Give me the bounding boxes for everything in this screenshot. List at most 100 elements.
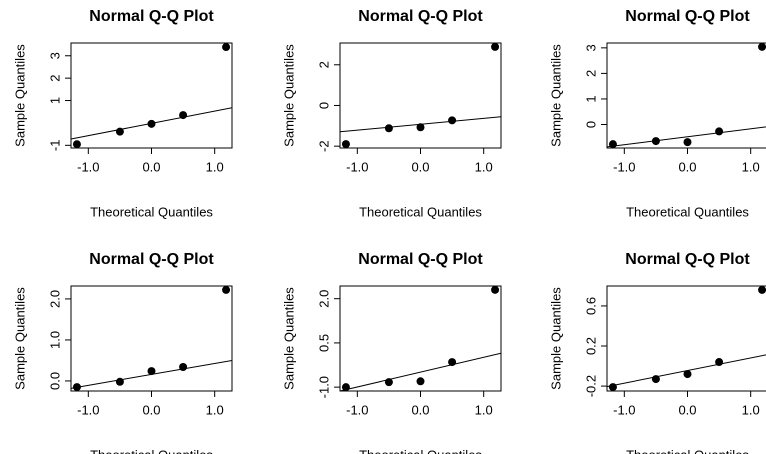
point [341, 383, 350, 392]
qq-panel: Normal Q-Q Plot Theoretical Quantiles Samp… [281, 251, 502, 454]
y-tick-label: -2 [316, 140, 331, 152]
x-axis-label: Theoretical Quantiles [626, 204, 749, 219]
y-tick-label: 2 [316, 61, 331, 68]
qq-panel: Normal Q-Q Plot Theoretical Quantiles Samp… [12, 8, 233, 219]
x-tick-label: 0.0 [142, 159, 160, 174]
point [683, 138, 692, 147]
y-axis-label: Sample Quantiles [548, 44, 563, 147]
qq-panel: Normal Q-Q Plot Theoretical Quantiles Samp… [548, 251, 766, 454]
y-tick-label: 0.2 [583, 337, 598, 355]
chart-title: Normal Q-Q Plot [358, 251, 483, 268]
x-tick-label: 0.0 [411, 402, 429, 417]
qq-panel: Normal Q-Q Plot Theoretical Quantiles Samp… [281, 8, 502, 219]
x-tick-label: 1.0 [206, 402, 224, 417]
x-axis-label: Theoretical Quantiles [626, 447, 749, 454]
y-tick-label: 1 [583, 95, 598, 102]
x-tick-label: 0.0 [142, 402, 160, 417]
point [683, 370, 692, 379]
qq-panel: Normal Q-Q Plot Theoretical Quantiles Samp… [548, 8, 766, 219]
plot-frame [339, 285, 502, 392]
point [115, 377, 124, 386]
point [715, 358, 724, 367]
chart-title: Normal Q-Q Plot [89, 8, 214, 25]
y-axis-label: Sample Quantiles [281, 287, 296, 390]
y-tick-label: 2.0 [316, 290, 331, 308]
qq-line [607, 126, 766, 148]
point [341, 140, 350, 149]
y-tick-label: 1.0 [47, 331, 62, 349]
x-tick-label: 1.0 [742, 159, 760, 174]
point [384, 378, 393, 387]
point [715, 127, 724, 136]
point [179, 363, 188, 372]
point [491, 285, 500, 294]
point [115, 127, 124, 136]
y-tick-label: 0.0 [47, 372, 62, 390]
x-tick-label: -1.0 [346, 402, 368, 417]
x-axis-label: Theoretical Quantiles [359, 204, 482, 219]
x-axis-label: Theoretical Quantiles [90, 204, 213, 219]
y-axis-label: Sample Quantiles [12, 287, 27, 390]
point [758, 285, 766, 294]
point [651, 375, 660, 384]
point [608, 140, 617, 149]
y-tick-label: 0.6 [583, 297, 598, 315]
point [222, 285, 231, 294]
chart-title: Normal Q-Q Plot [89, 251, 214, 268]
y-tick-label: 0 [316, 102, 331, 109]
x-tick-label: -1.0 [77, 402, 99, 417]
x-tick-label: 1.0 [742, 402, 760, 417]
chart-title: Normal Q-Q Plot [625, 8, 750, 25]
x-tick-label: 0.0 [678, 159, 696, 174]
x-tick-label: -1.0 [346, 159, 368, 174]
y-tick-label: -1.0 [316, 376, 331, 398]
y-axis-label: Sample Quantiles [281, 44, 296, 147]
point [651, 137, 660, 146]
x-tick-label: 1.0 [206, 159, 224, 174]
point [179, 111, 188, 120]
y-tick-label: 3 [47, 52, 62, 59]
point [222, 43, 231, 52]
y-tick-label: -0.2 [583, 375, 598, 397]
point [758, 42, 766, 51]
point [147, 367, 156, 376]
plot-frame [70, 285, 233, 392]
y-tick-label: 2 [47, 75, 62, 82]
qq-panel: Normal Q-Q Plot Theoretical Quantiles Samp… [12, 251, 233, 454]
x-tick-label: 1.0 [475, 159, 493, 174]
x-tick-label: 0.0 [411, 159, 429, 174]
point [491, 42, 500, 51]
y-axis-label: Sample Quantiles [12, 44, 27, 147]
plot-frame [606, 42, 766, 149]
y-tick-label: -1 [47, 140, 62, 152]
y-tick-label: 1 [47, 97, 62, 104]
qq-line [340, 352, 501, 391]
point [416, 123, 425, 132]
point [147, 119, 156, 128]
y-tick-label: 3 [583, 44, 598, 51]
y-tick-label: 0.5 [316, 334, 331, 352]
point [448, 358, 457, 367]
y-tick-label: 0 [583, 121, 598, 128]
plot-frame [70, 42, 233, 149]
x-axis-label: Theoretical Quantiles [90, 447, 213, 454]
chart-title: Normal Q-Q Plot [358, 8, 483, 25]
x-tick-label: 1.0 [475, 402, 493, 417]
point [72, 140, 81, 149]
y-axis-label: Sample Quantiles [548, 287, 563, 390]
point [416, 377, 425, 386]
x-tick-label: -1.0 [613, 402, 635, 417]
point [608, 383, 617, 392]
point [448, 116, 457, 125]
plot-frame [339, 42, 502, 149]
x-tick-label: -1.0 [77, 159, 99, 174]
point [384, 124, 393, 133]
x-tick-label: -1.0 [613, 159, 635, 174]
y-tick-label: 2 [583, 70, 598, 77]
y-tick-label: 2.0 [47, 290, 62, 308]
x-tick-label: 0.0 [678, 402, 696, 417]
x-axis-label: Theoretical Quantiles [359, 447, 482, 454]
chart-title: Normal Q-Q Plot [625, 251, 750, 268]
point [72, 383, 81, 392]
